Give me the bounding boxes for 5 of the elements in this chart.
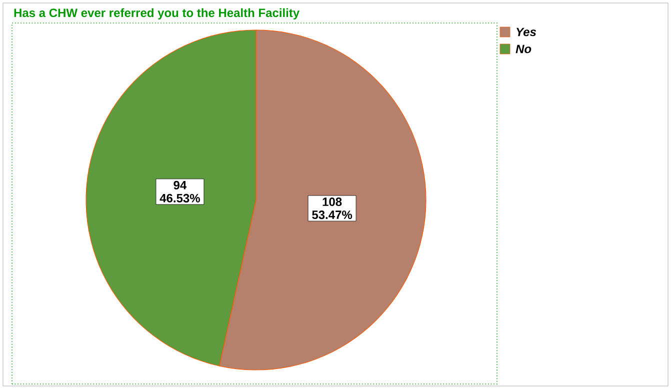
data-label: 94 46.53%	[160, 180, 200, 202]
data-label: 108 53.47%	[312, 198, 352, 220]
legend-label: Yes	[516, 28, 536, 36]
chart-title: Has a CHW ever referred you to the Health Facility	[14, 8, 300, 20]
legend-label: No	[516, 44, 532, 54]
